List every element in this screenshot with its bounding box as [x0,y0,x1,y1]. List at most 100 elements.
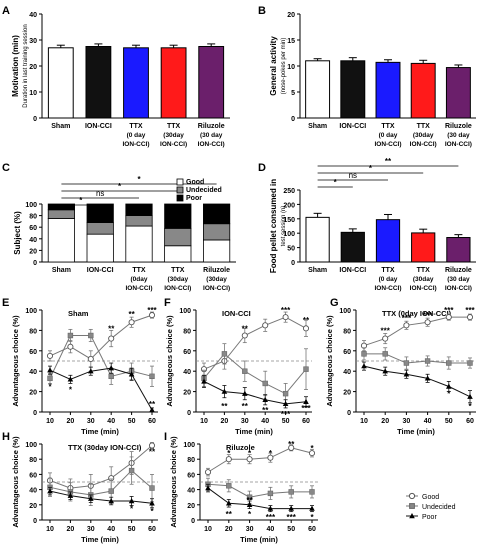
x-tick-label: 30 [246,526,254,533]
point-good [288,444,295,451]
chart-title: TTX (30day ION-CCI) [68,443,142,452]
x-tick-label: ION-CCI) [125,285,152,292]
significance-label: ns [96,189,104,198]
bar [445,67,471,119]
panel-letter: C [2,162,10,174]
bar-segment-poor [47,203,75,211]
x-tick-label: 40 [261,418,269,425]
y-axis-label: Advantageous choice (%) [325,315,334,407]
bar-segment-poor [203,203,231,225]
x-tick-label: 50 [128,526,136,533]
x-tick-label: 60 [148,526,156,533]
y-tick-label: 40 [29,369,37,376]
series-line-poor [363,365,471,398]
bar-segment-undecided [164,227,192,247]
point-undecided [108,488,114,494]
x-tick-label: 60 [466,418,474,425]
panel-F: F ION-CCI 0 20 40 60 80 100 10 20 30 40 50 60 Time (mi… [164,297,312,436]
point-good [445,314,452,321]
significance-marker: ** [149,448,156,457]
legend-label: Poor [422,514,437,521]
point-good [382,335,389,342]
point-poor [382,368,388,374]
series-line-undecided [49,335,153,379]
point-undecided [361,351,367,357]
significance-marker: * [130,505,134,514]
point-undecided [88,332,94,339]
y-tick-label: 0 [291,116,295,123]
x-tick-label: Sham [308,123,327,130]
point-poor [201,378,207,384]
point-undecided [267,490,274,497]
significance-marker: *** [281,306,291,315]
significance-marker: * [248,510,252,519]
bar [446,237,471,263]
series-line-good [49,314,153,360]
significance-marker: ** [288,440,295,449]
x-tick-label: 50 [287,526,295,533]
panel-letter: G [330,297,339,309]
y-tick-label: 200 [283,202,295,209]
chart-title: ION-CCI [222,309,251,318]
point-undecided [282,390,289,397]
y-tick-label: 40 [187,488,195,495]
bar [411,232,436,263]
x-tick-label: 40 [424,418,432,425]
x-tick-label: 40 [107,526,115,533]
significance-marker: ** [242,324,249,333]
point-undecided [288,489,294,495]
bar [410,62,436,119]
bar [198,46,225,119]
point-undecided [309,489,315,495]
point-good [262,322,269,329]
y-tick-label: 80 [187,457,195,464]
x-tick-label: (30day [167,276,188,283]
x-tick-label: TTX [417,123,431,130]
y-tick-label: 150 [283,217,295,224]
significance-label: * [79,196,83,205]
series-line-poor [49,490,153,504]
y-tick-label: 20 [187,503,195,510]
bar [160,47,187,119]
panel-I: I Riluzole 0 20 40 60 80 100 10 20 30 40 50 60 Time (m… [164,431,456,544]
x-tick-label: Sham [52,267,71,274]
point-good [267,454,274,461]
point-poor [282,400,289,407]
x-axis-label: Time (min) [81,535,119,544]
x-tick-label: 60 [302,418,310,425]
y-tick-label: 0 [191,518,195,525]
point-undecided [424,358,431,364]
y-axis-label: Subject (%) [13,211,22,255]
significance-marker: *** [301,404,311,413]
y-tick-label: 40 [343,369,351,376]
x-axis-label: Time (min) [81,427,119,436]
significance-marker: * [69,386,73,395]
point-poor [424,375,431,381]
y-tick-label: 80 [183,328,191,335]
point-good [67,343,74,350]
significance-marker: *** [147,306,157,315]
x-tick-label: TTX [129,123,143,130]
y-tick-label: 250 [283,188,295,195]
bar [85,46,112,119]
significance-label: * [118,182,122,191]
series-line-poor [49,367,153,411]
series-line-good [203,316,307,370]
x-tick-label: 10 [46,418,54,425]
significance-marker: * [468,402,472,411]
x-tick-label: (30 day [447,132,470,139]
x-tick-label: 10 [46,526,54,533]
x-tick-label: 50 [445,418,453,425]
point-good [87,355,94,363]
legend-label: Good [422,494,439,501]
bar-segment-good [164,245,192,263]
point-undecided [382,351,388,357]
x-tick-label: Riluzole [445,267,472,274]
y-tick-label: 10 [287,64,295,71]
x-tick-label: 30 [87,526,95,533]
y-tick-label: 60 [183,349,191,356]
x-tick-label: TTX [171,267,185,274]
y-axis-label-sub: test session (n) [281,206,287,247]
